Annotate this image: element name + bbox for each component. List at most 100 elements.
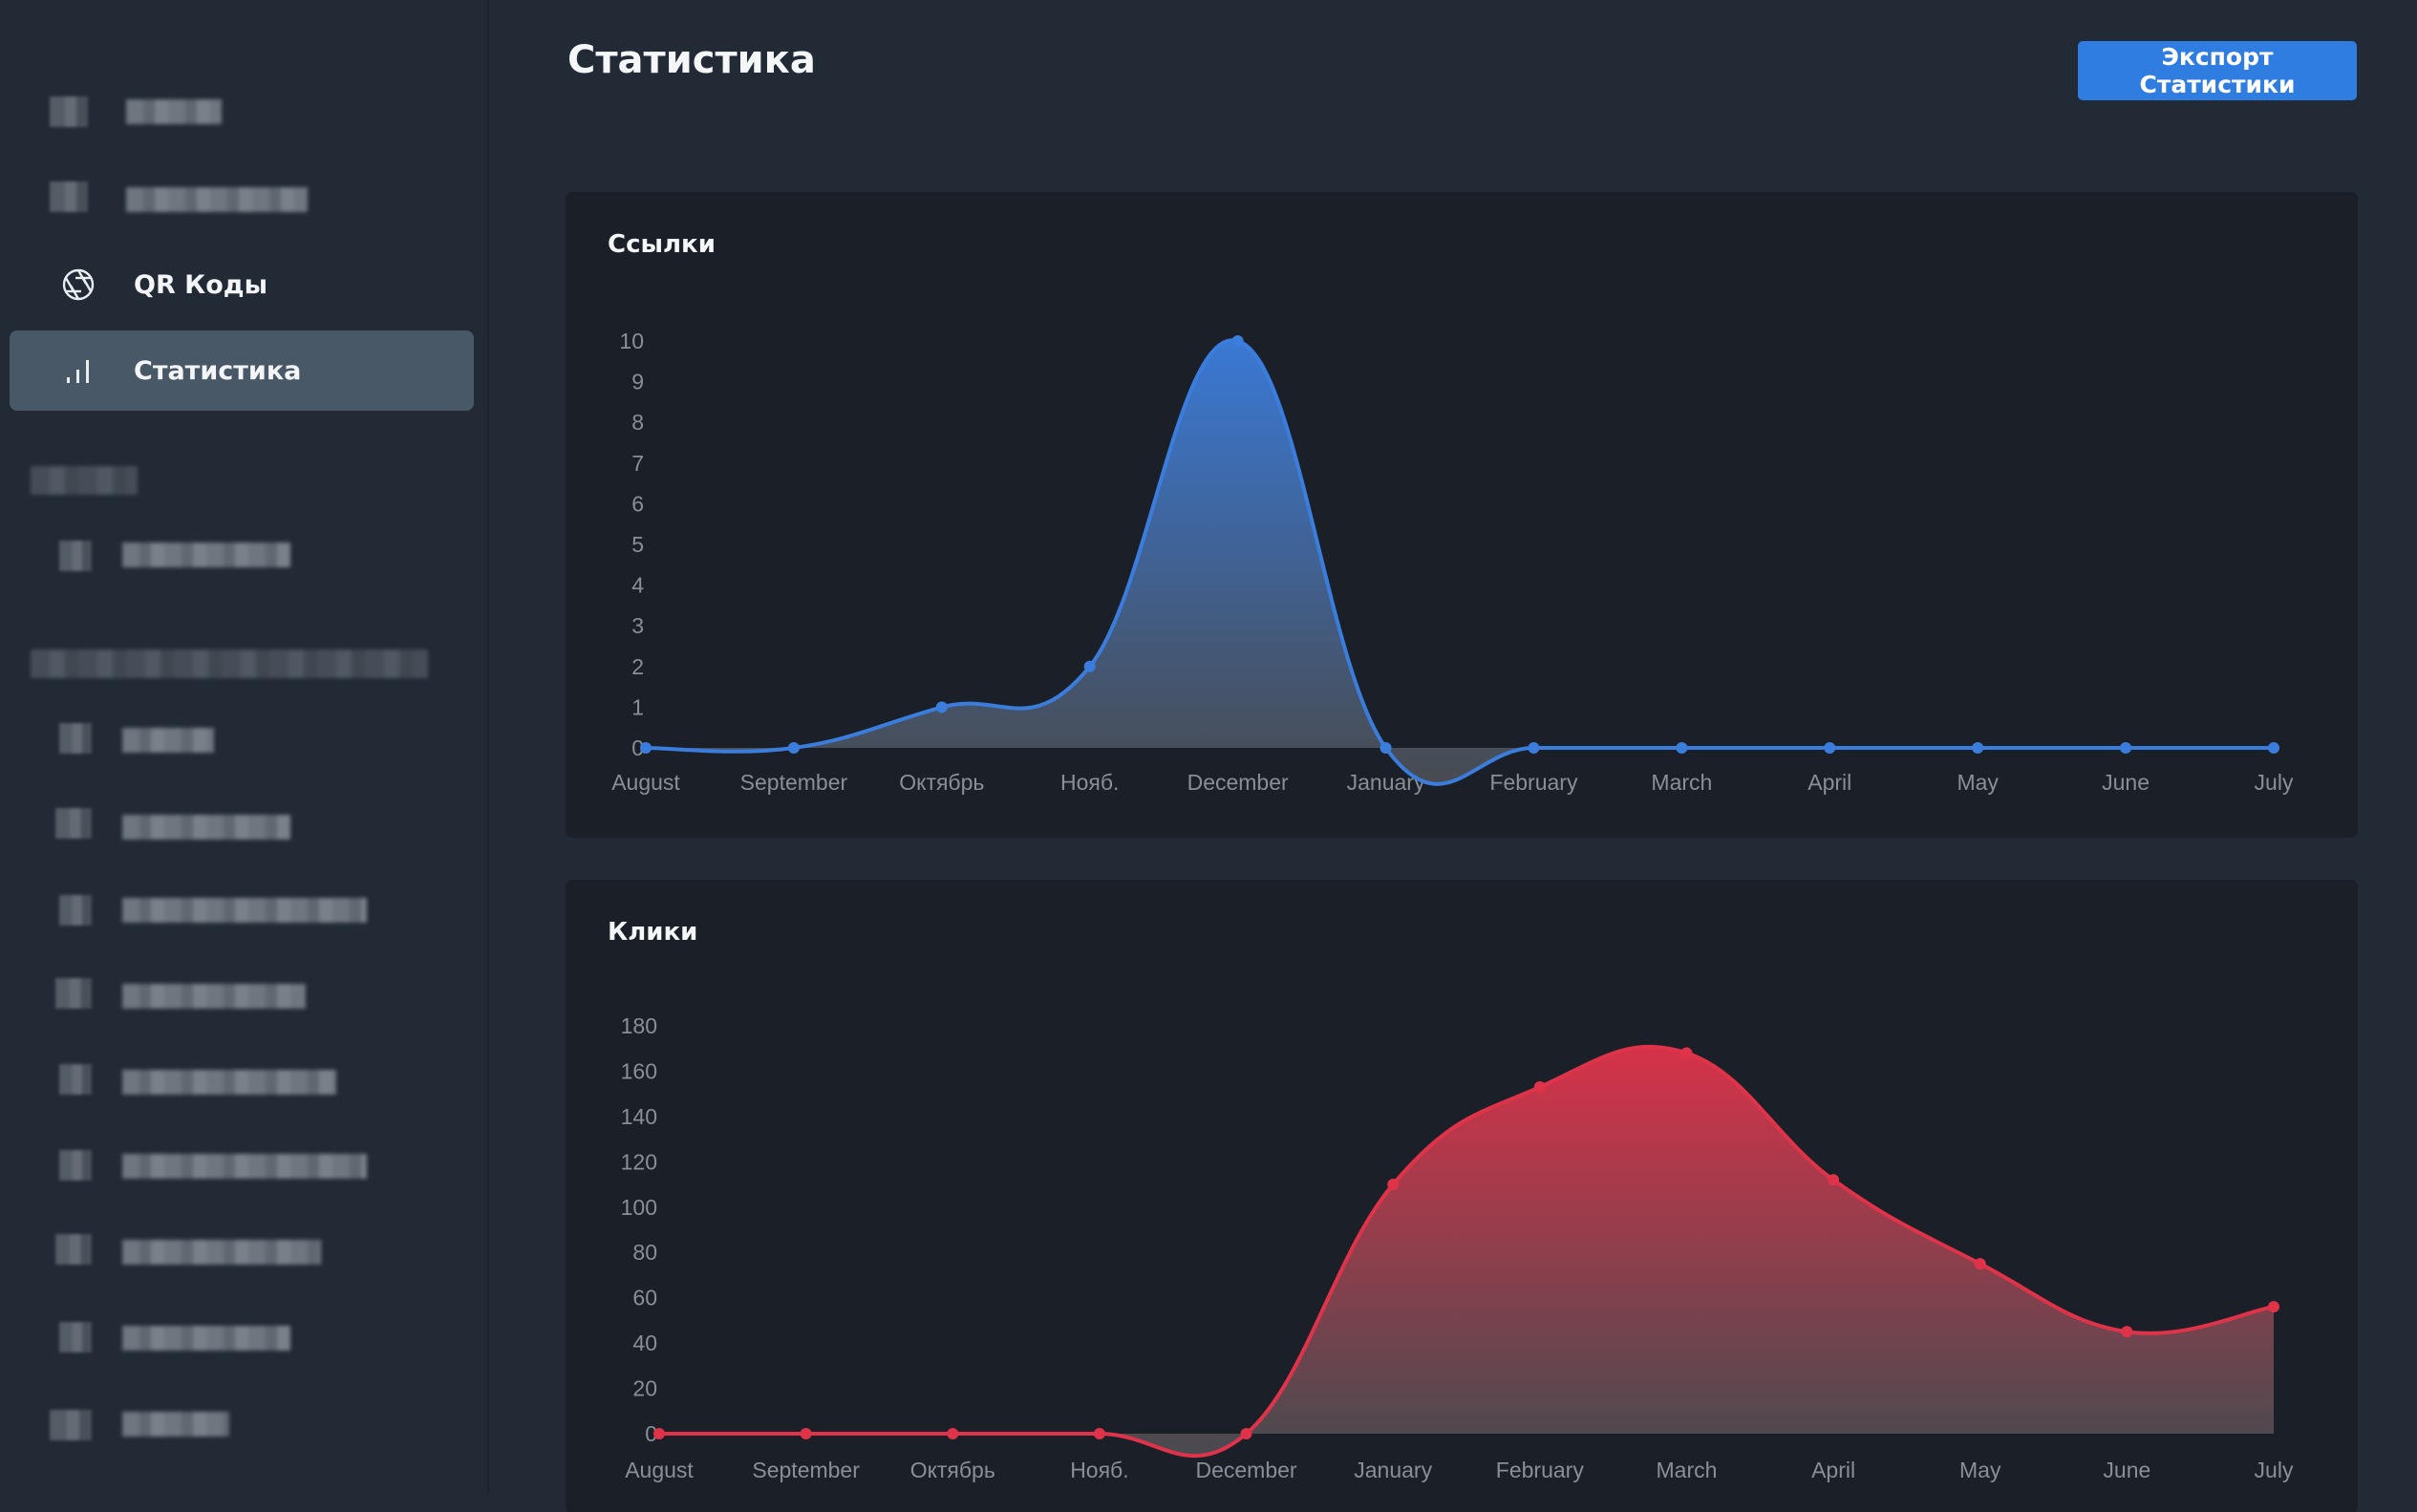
y-tick-label: 100 <box>621 1195 657 1220</box>
redacted-nav-label <box>126 187 308 212</box>
x-tick-label: March <box>1651 770 1712 795</box>
sidebar: QR Коды Статистика <box>0 0 489 1494</box>
data-point[interactable] <box>935 701 948 713</box>
x-tick-label: January <box>1354 1458 1432 1482</box>
y-tick-label: 80 <box>632 1240 657 1265</box>
y-tick-label: 40 <box>632 1331 657 1355</box>
redacted-nav-label <box>122 815 290 840</box>
data-point[interactable] <box>2268 742 2279 754</box>
series-area <box>659 1046 2274 1457</box>
redacted-icon <box>55 1234 92 1265</box>
links-chart-card: Ссылки 0 1 2 3 4 5 6 7 8 9 10 August September Октябр… <box>567 194 2356 836</box>
y-tick-label: 20 <box>632 1376 657 1401</box>
chart-title: Ссылки <box>608 230 716 259</box>
y-tick-label: 8 <box>631 410 644 435</box>
y-tick-label: 4 <box>631 573 644 598</box>
x-tick-label: February <box>1489 770 1578 795</box>
redacted-nav-label <box>126 99 222 124</box>
y-tick-label: 5 <box>631 532 644 557</box>
x-tick-label: September <box>752 1458 860 1482</box>
bar-chart-icon <box>57 350 99 392</box>
data-point[interactable] <box>1387 1179 1400 1191</box>
x-tick-label: July <box>2255 770 2294 795</box>
redacted-nav-label <box>122 898 367 923</box>
redacted-nav-label <box>122 1240 321 1265</box>
data-point[interactable] <box>1533 1081 1546 1094</box>
redacted-section-heading <box>31 466 138 495</box>
redacted-nav-label <box>122 1154 367 1179</box>
data-point[interactable] <box>1093 1428 1105 1439</box>
x-tick-label: December <box>1187 770 1289 795</box>
export-statistics-button[interactable]: Экспорт Статистики <box>2078 41 2357 100</box>
y-tick-label: 3 <box>631 613 644 638</box>
redacted-icon <box>50 181 88 212</box>
sidebar-item-qr-codes[interactable]: QR Коды <box>10 245 474 325</box>
y-tick-label: 160 <box>621 1058 657 1083</box>
x-tick-label: December <box>1195 1458 1296 1482</box>
data-point[interactable] <box>1972 742 1984 754</box>
x-tick-label: February <box>1496 1458 1585 1482</box>
page-title: Статистика <box>567 38 816 82</box>
redacted-nav-label <box>122 1070 336 1095</box>
x-tick-label: August <box>611 770 680 795</box>
x-tick-label: Нояб. <box>1070 1458 1128 1482</box>
y-tick-label: 9 <box>631 370 644 394</box>
chart-title: Клики <box>608 918 698 947</box>
data-point[interactable] <box>1528 742 1540 754</box>
x-tick-label: May <box>1959 1458 2001 1482</box>
data-point[interactable] <box>653 1428 665 1439</box>
data-point[interactable] <box>1380 742 1392 754</box>
x-tick-label: Октябрь <box>910 1458 995 1482</box>
x-tick-label: April <box>1811 1458 1855 1482</box>
redacted-icon <box>59 895 92 926</box>
redacted-nav-label <box>122 728 214 753</box>
redacted-icon <box>50 96 88 127</box>
data-point[interactable] <box>787 742 800 754</box>
x-tick-label: April <box>1807 770 1851 795</box>
y-tick-label: 10 <box>619 329 644 353</box>
x-tick-label: July <box>2255 1458 2294 1482</box>
x-tick-label: Октябрь <box>899 770 984 795</box>
series-area <box>646 340 2274 784</box>
y-tick-label: 7 <box>631 451 644 476</box>
redacted-icon <box>59 1064 92 1095</box>
redacted-nav-label <box>122 1326 290 1351</box>
sidebar-item-statistics[interactable]: Статистика <box>10 330 474 411</box>
clicks-chart-card: Клики 0 20 40 60 80 100 120 140 160 180 August Sept… <box>567 882 2356 1512</box>
x-tick-label: September <box>740 770 848 795</box>
data-point[interactable] <box>1824 742 1836 754</box>
data-point[interactable] <box>947 1428 959 1439</box>
aperture-icon <box>57 264 99 306</box>
x-tick-label: Нояб. <box>1060 770 1119 795</box>
data-point[interactable] <box>1676 742 1688 754</box>
y-tick-label: 1 <box>631 694 644 719</box>
data-point[interactable] <box>2121 1326 2133 1338</box>
redacted-icon <box>55 978 92 1009</box>
redacted-nav-label <box>122 1412 229 1437</box>
y-tick-label: 120 <box>621 1149 657 1174</box>
redacted-icon <box>55 808 92 839</box>
data-point[interactable] <box>1231 335 1244 347</box>
data-point[interactable] <box>1974 1258 1986 1270</box>
redacted-nav-label <box>122 984 306 1009</box>
y-tick-label: 140 <box>621 1104 657 1129</box>
x-tick-label: August <box>625 1458 694 1482</box>
data-point[interactable] <box>800 1428 812 1439</box>
x-tick-label: June <box>2103 1458 2150 1482</box>
y-tick-label: 180 <box>621 1013 657 1038</box>
x-tick-label: May <box>1957 770 1999 795</box>
data-point[interactable] <box>2268 1301 2279 1313</box>
sidebar-item-label: QR Коды <box>134 269 267 300</box>
sidebar-item-label: Статистика <box>134 355 302 386</box>
data-point[interactable] <box>1680 1047 1693 1059</box>
redacted-icon <box>59 1322 92 1352</box>
data-point[interactable] <box>640 742 652 754</box>
clicks-chart: 0 20 40 60 80 100 120 140 160 180 August September О… <box>621 1013 2294 1482</box>
y-tick-label: 0 <box>631 735 644 760</box>
data-point[interactable] <box>2120 742 2132 754</box>
series-line <box>645 338 2274 786</box>
data-point[interactable] <box>1828 1174 1840 1186</box>
data-point[interactable] <box>1083 660 1096 672</box>
data-point[interactable] <box>1240 1428 1252 1439</box>
